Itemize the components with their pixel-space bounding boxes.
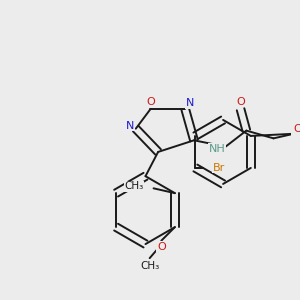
- Text: CH₃: CH₃: [124, 182, 144, 191]
- Text: N: N: [186, 98, 194, 108]
- Text: O: O: [293, 124, 300, 134]
- Text: O: O: [146, 98, 155, 107]
- Text: NH: NH: [209, 144, 226, 154]
- Text: O: O: [157, 242, 166, 251]
- Text: CH₃: CH₃: [140, 261, 159, 271]
- Text: N: N: [126, 121, 134, 131]
- Text: Br: Br: [213, 163, 225, 173]
- Text: O: O: [236, 97, 245, 106]
